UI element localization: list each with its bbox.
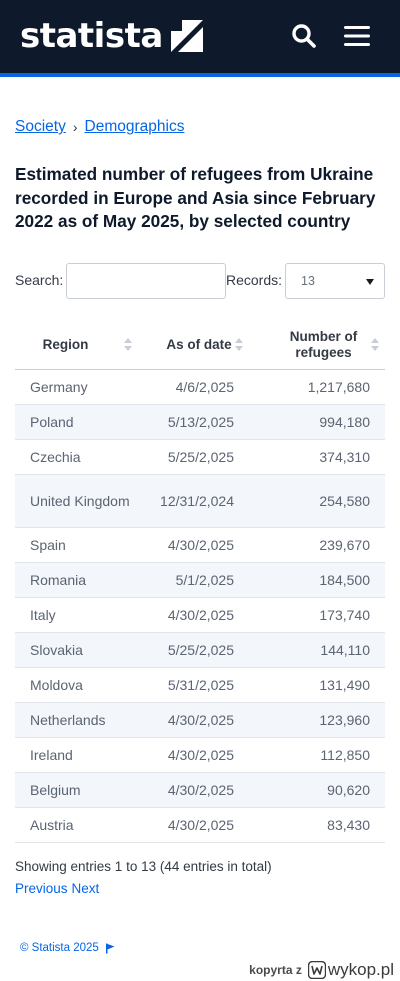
cell-region: Netherlands (15, 702, 138, 738)
cell-refugees: 90,620 (250, 772, 385, 808)
cell-date: 5/25/2,025 (138, 439, 250, 475)
column-header-number-of-refugees[interactable]: Number of refugees (250, 321, 385, 370)
table-row: Belgium 4/30/2,025 90,620 (15, 772, 385, 808)
records-label: Records: (226, 272, 283, 288)
cell-refugees: 239,670 (250, 527, 385, 563)
caret-down-icon (366, 279, 374, 285)
breadcrumb-separator: › (72, 119, 78, 135)
cell-date: 5/1/2,025 (138, 562, 250, 598)
breadcrumb-link-demographics[interactable]: Demographics (84, 118, 185, 135)
cell-region: Ireland (15, 737, 138, 773)
cell-region: Romania (15, 562, 138, 598)
records-dropdown[interactable]: 13 (285, 263, 385, 299)
table-controls: Search: Records: 13 (15, 263, 387, 299)
copyright-text: © Statista 2025 (20, 942, 99, 954)
top-navigation-bar: statista (0, 0, 400, 73)
watermark-brand: wykop.pl (327, 960, 394, 979)
statista-logo[interactable]: statista (20, 14, 203, 58)
cell-refugees: 994,180 (250, 404, 385, 440)
table-row: United Kingdom 12/31/2,024 254,580 (15, 474, 385, 528)
table-row: Germany 4/6/2,025 1,217,680 (15, 369, 385, 405)
flag-icon (105, 943, 115, 954)
cell-region: Slovakia (15, 632, 138, 668)
cell-date: 4/30/2,025 (138, 597, 250, 633)
cell-region: Czechia (15, 439, 138, 475)
page-title: Estimated number of refugees from Ukrain… (15, 164, 376, 231)
cell-region: United Kingdom (15, 474, 138, 528)
previous-page-link[interactable]: Previous (15, 881, 68, 896)
breadcrumb: Society › Demographics (15, 118, 184, 136)
cell-refugees: 112,850 (250, 737, 385, 773)
column-header-as-of-date[interactable]: As of date (138, 321, 250, 370)
cell-date: 12/31/2,024 (138, 474, 250, 528)
search-input[interactable] (66, 263, 226, 299)
table-row: Czechia 5/25/2,025 374,310 (15, 439, 385, 475)
watermark-prefix: kopyrta z (249, 963, 302, 977)
records-selected-value: 13 (301, 274, 315, 288)
table-row: Poland 5/13/2,025 994,180 (15, 404, 385, 440)
cell-date: 4/30/2,025 (138, 527, 250, 563)
cell-refugees: 184,500 (250, 562, 385, 598)
header-accent-line (0, 73, 400, 77)
next-page-link[interactable]: Next (71, 881, 100, 896)
sort-icon (235, 338, 243, 352)
table-row: Ireland 4/30/2,025 112,850 (15, 737, 385, 773)
logo-wordmark: statista (20, 16, 163, 56)
refugees-table: Region As of date Number of refugees Ger… (15, 321, 385, 843)
logo-mark-icon (170, 20, 203, 52)
cell-date: 4/6/2,025 (138, 369, 250, 405)
cell-region: Poland (15, 404, 138, 440)
table-row: Italy 4/30/2,025 173,740 (15, 597, 385, 633)
search-icon[interactable] (289, 21, 319, 51)
sort-icon (124, 338, 132, 352)
table-header-row: Region As of date Number of refugees (15, 321, 385, 370)
sort-icon (371, 338, 379, 352)
cell-refugees: 131,490 (250, 667, 385, 703)
hamburger-menu-icon[interactable] (342, 21, 372, 51)
cell-region: Germany (15, 369, 138, 405)
cell-refugees: 123,960 (250, 702, 385, 738)
cell-refugees: 254,580 (250, 474, 385, 528)
entries-info: Showing entries 1 to 13 (44 entries in t… (15, 859, 272, 874)
cell-region: Austria (15, 807, 138, 843)
wykop-logo-icon (307, 960, 327, 980)
table-row: Austria 4/30/2,025 83,430 (15, 807, 385, 843)
table-row: Netherlands 4/30/2,025 123,960 (15, 702, 385, 738)
cell-date: 4/30/2,025 (138, 807, 250, 843)
copyright-notice[interactable]: © Statista 2025 (20, 942, 115, 954)
column-header-region[interactable]: Region (15, 321, 138, 370)
cell-region: Moldova (15, 667, 138, 703)
search-label: Search: (15, 272, 64, 288)
cell-date: 4/30/2,025 (138, 772, 250, 808)
cell-date: 4/30/2,025 (138, 737, 250, 773)
cell-refugees: 1,217,680 (250, 369, 385, 405)
source-watermark: kopyrta z wykop.pl (249, 960, 394, 980)
table-row: Romania 5/1/2,025 184,500 (15, 562, 385, 598)
cell-date: 5/13/2,025 (138, 404, 250, 440)
cell-date: 5/25/2,025 (138, 632, 250, 668)
cell-refugees: 173,740 (250, 597, 385, 633)
cell-region: Italy (15, 597, 138, 633)
cell-date: 5/31/2,025 (138, 667, 250, 703)
cell-refugees: 144,110 (250, 632, 385, 668)
table-row: Moldova 5/31/2,025 131,490 (15, 667, 385, 703)
cell-region: Belgium (15, 772, 138, 808)
cell-refugees: 83,430 (250, 807, 385, 843)
cell-date: 4/30/2,025 (138, 702, 250, 738)
table-row: Slovakia 5/25/2,025 144,110 (15, 632, 385, 668)
cell-refugees: 374,310 (250, 439, 385, 475)
table-row: Spain 4/30/2,025 239,670 (15, 527, 385, 563)
pagination: Previous Next (15, 881, 99, 896)
breadcrumb-link-society[interactable]: Society (15, 118, 66, 135)
cell-region: Spain (15, 527, 138, 563)
